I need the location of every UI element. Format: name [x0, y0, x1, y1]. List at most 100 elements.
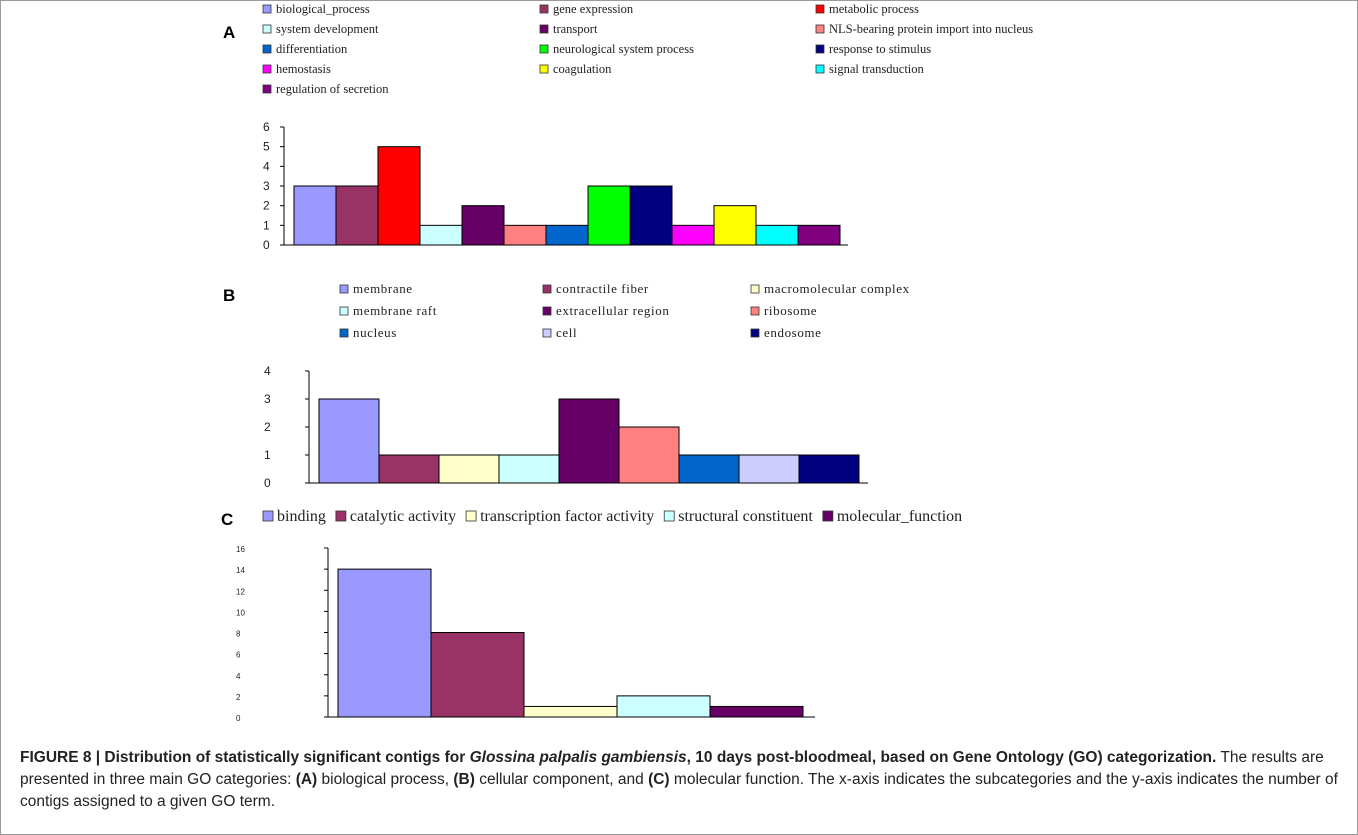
legend-label-coagulation: coagulation — [553, 62, 612, 76]
y-tick-label: 0 — [264, 476, 271, 490]
legend-swatch — [262, 84, 272, 94]
bar-transcription-factor-activity — [523, 705, 618, 718]
caption-bold-prefix: FIGURE 8 | Distribution of statistically… — [20, 749, 470, 766]
y-tick-label: 2 — [236, 693, 241, 702]
y-tick-label: 8 — [236, 630, 241, 639]
y-tick-label: 0 — [236, 714, 241, 723]
y-tick-label: 10 — [236, 608, 245, 617]
legend-label-cell: cell — [556, 325, 577, 340]
legend-label-molecular-function: molecular_function — [837, 508, 962, 525]
legend-label-neurological-system-process: neurological system process — [553, 42, 694, 56]
legend-swatch — [339, 328, 349, 338]
legend-swatch — [750, 284, 760, 294]
y-tick-label: 12 — [236, 587, 245, 596]
caption-label-c: (C) — [648, 771, 670, 788]
legend-swatch — [542, 328, 552, 338]
legend-label-metabolic-process: metabolic process — [829, 2, 919, 16]
legend-label-nucleus: nucleus — [353, 325, 397, 340]
bar-contractile-fiber — [378, 454, 440, 484]
caption-label-b: (B) — [453, 771, 475, 788]
bar-cell — [738, 454, 800, 484]
legend-swatch — [750, 306, 760, 316]
bar-extracellular-region — [558, 398, 620, 484]
legend-label-membrane: membrane — [353, 281, 413, 296]
y-tick-label: 2 — [264, 420, 271, 434]
legend-label-system-development: system development — [276, 22, 379, 36]
bar-binding — [337, 568, 432, 718]
panel-letter-c: C — [221, 510, 233, 529]
legend-swatch — [339, 306, 349, 316]
legend-swatch — [539, 4, 549, 14]
panel-letter-b: B — [223, 286, 235, 305]
y-tick-label: 1 — [264, 448, 271, 462]
legend-swatch — [815, 4, 825, 14]
bar-catalytic-activity — [430, 632, 525, 718]
legend-swatch — [262, 64, 272, 74]
caption-text-2: biological process, — [317, 771, 454, 788]
legend-label-endosome: endosome — [764, 325, 822, 340]
y-tick-label: 16 — [236, 545, 245, 554]
y-tick-label: 5 — [263, 140, 270, 154]
caption-text-3: cellular component, and — [474, 771, 649, 788]
bar-response-to-stimulus — [629, 185, 673, 246]
legend-label-nls-bearing-protein-import-into-nucleus: NLS-bearing protein import into nucleus — [829, 22, 1033, 36]
bar-coagulation — [713, 205, 757, 246]
legend-label-response-to-stimulus: response to stimulus — [829, 42, 931, 56]
legend-label-macromolecular-complex: macromolecular complex — [764, 281, 910, 296]
legend-swatch — [539, 24, 549, 34]
bar-structural-constituent — [616, 695, 711, 718]
caption-bold-suffix: , 10 days post-bloodmeal, based on Gene … — [686, 749, 1217, 766]
bar-neurological-system-process — [587, 185, 631, 246]
caption-label-a: (A) — [295, 771, 318, 788]
legend-swatch — [822, 510, 834, 522]
legend-label-ribosome: ribosome — [764, 303, 817, 318]
bar-biological-process — [293, 185, 337, 246]
y-tick-label: 14 — [236, 566, 245, 575]
y-tick-label: 4 — [236, 672, 241, 681]
y-tick-label: 4 — [263, 159, 270, 173]
legend-label-binding: binding — [277, 508, 326, 525]
legend-swatch — [335, 510, 347, 522]
bar-system-development — [419, 224, 463, 246]
caption-text-4: molecular function. The x-axis indicates… — [20, 771, 1338, 810]
bar-regulation-of-secretion — [797, 224, 841, 246]
bar-gene-expression — [335, 185, 379, 246]
legend-swatch — [750, 328, 760, 338]
legend-label-membrane-raft: membrane raft — [353, 303, 437, 318]
bar-nls-bearing-protein-import-into-nucleus — [503, 224, 547, 246]
legend-swatch — [539, 64, 549, 74]
legend-label-gene-expression: gene expression — [553, 2, 634, 16]
legend-swatch — [262, 44, 272, 54]
y-tick-label: 1 — [263, 218, 270, 232]
bar-metabolic-process — [377, 146, 421, 246]
legend-swatch — [539, 44, 549, 54]
legend-label-transcription-factor-activity: transcription factor activity — [480, 508, 654, 525]
legend-swatch — [815, 24, 825, 34]
legend-swatch — [262, 510, 274, 522]
y-tick-label: 3 — [264, 392, 271, 406]
legend-swatch — [815, 44, 825, 54]
legend-label-hemostasis: hemostasis — [276, 62, 331, 76]
bar-hemostasis — [671, 224, 715, 246]
panel-letter-a: A — [223, 23, 235, 42]
bar-membrane — [318, 398, 380, 484]
legend-swatch — [815, 64, 825, 74]
legend-label-signal-transduction: signal transduction — [829, 62, 925, 76]
y-tick-label: 3 — [263, 179, 270, 193]
bar-ribosome — [618, 426, 680, 484]
legend-swatch — [465, 510, 477, 522]
bar-macromolecular-complex — [438, 454, 500, 484]
caption-text-1: The results are presented in three main … — [20, 749, 1324, 788]
bar-molecular-function — [709, 705, 804, 718]
y-tick-label: 0 — [263, 238, 270, 252]
bar-signal-transduction — [755, 224, 799, 246]
legend-label-regulation-of-secretion: regulation of secretion — [276, 82, 389, 96]
caption-species: Glossina palpalis gambiensis — [469, 749, 687, 766]
legend-swatch — [262, 24, 272, 34]
legend-swatch — [663, 510, 675, 522]
